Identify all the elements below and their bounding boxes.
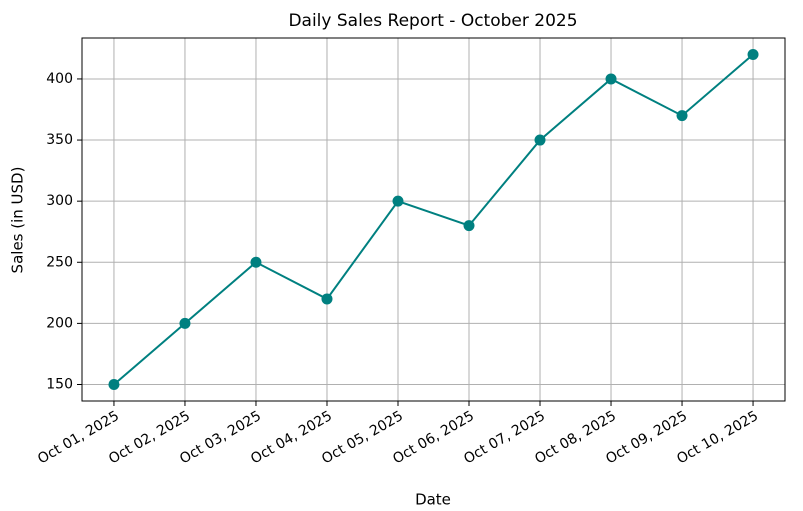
marker [392,195,404,207]
chart-title: Daily Sales Report - October 2025 [288,11,577,31]
marker [747,49,759,60]
x-tick-label: Oct 10, 2025 [674,408,761,467]
marker [534,134,546,146]
y-tick-label: 300 [46,193,73,209]
y-tick-label: 250 [46,254,73,270]
y-tick-label: 200 [46,315,73,331]
y-tick-label: 400 [46,71,73,87]
marker [250,256,262,268]
plot-frame [81,37,786,402]
marker [463,220,475,232]
line [113,53,754,386]
y-tick-label: 150 [46,377,73,393]
marker [179,317,191,329]
y-axis-label: Sales (in USD) [9,167,27,274]
marker [605,73,617,85]
y-tick-label: 350 [46,132,73,148]
x-axis-label: Date [415,491,451,509]
marker [676,110,688,122]
marker [108,379,120,390]
marker [321,293,333,305]
